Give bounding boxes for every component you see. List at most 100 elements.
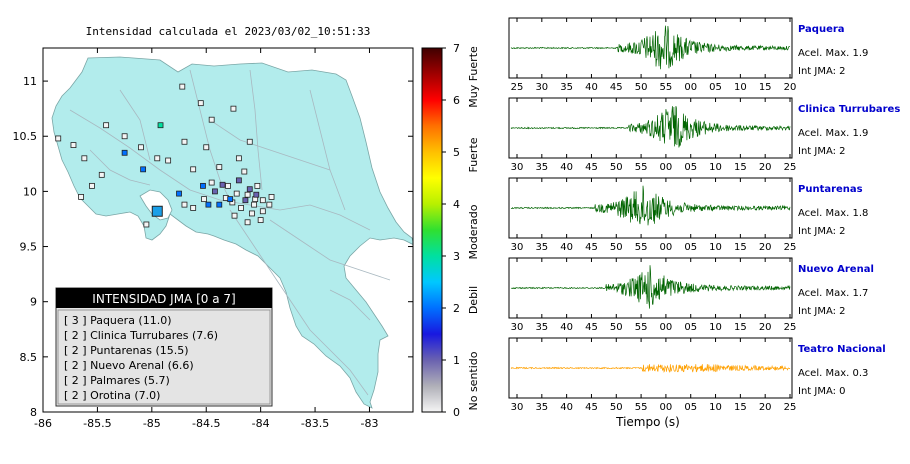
station-marker: [103, 122, 110, 129]
trace-tick-label: 10: [709, 242, 722, 253]
station-marker: [227, 196, 234, 203]
trace-tick-label: 00: [660, 162, 673, 173]
legend-entry: [ 2 ] Puntarenas (15.5): [64, 344, 189, 357]
trace-tick-label: 25: [784, 322, 797, 333]
trace-waveform: [510, 265, 791, 309]
station-marker: [181, 138, 188, 145]
station-jma: Int JMA: 2: [798, 226, 846, 237]
trace-tick-label: 50: [610, 162, 623, 173]
legend-header: INTENSIDAD JMA [0 a 7]: [92, 292, 235, 306]
trace-tick-label: 05: [684, 402, 697, 413]
station-marker: [254, 182, 261, 189]
station-marker: [165, 157, 172, 164]
x-tick-label: -86: [34, 417, 52, 430]
station-marker: [179, 83, 186, 90]
station-marker: [238, 205, 244, 211]
trace-tick-label: 25: [784, 162, 797, 173]
trace-tick-label: 00: [660, 322, 673, 333]
colorbar-ticks: 0 1 2 3 4 5 6 7: [442, 42, 460, 419]
time-axis-label: Tiempo (s): [615, 415, 680, 429]
trace-tick-label: 10: [709, 322, 722, 333]
station-jma: Int JMA: 0: [798, 386, 846, 397]
station-marker: [190, 166, 197, 173]
colorbar-tick-label: 3: [453, 250, 460, 263]
trace-tick-label: 55: [635, 402, 648, 413]
trace-tick-label: 55: [635, 162, 648, 173]
station-marker: [259, 197, 266, 204]
station-marker: [98, 171, 105, 178]
trace-tick-label: 45: [585, 322, 598, 333]
trace-tick-label: 20: [759, 242, 772, 253]
y-tick-label: 8: [30, 406, 37, 419]
legend-entry: [ 2 ] Orotina (7.0): [64, 389, 160, 402]
trace-tick-label: 50: [635, 82, 648, 93]
station-marker: [81, 155, 88, 162]
trace-tick-label: 45: [585, 242, 598, 253]
trace-tick-label: 30: [511, 162, 524, 173]
trace-tick-label: 15: [734, 322, 747, 333]
trace-tick-label: 40: [560, 162, 573, 173]
y-tick-label: 10: [23, 185, 37, 198]
trace-tick-label: 50: [610, 242, 623, 253]
map-frame: [42, 47, 414, 413]
trace-waveform: [510, 363, 791, 374]
map-axes: -86 -85.5 -85 -84.5 -84 -83.5 -83 8 8.5 9 9.5 10 10.…: [13, 48, 413, 430]
legend-entry: [ 2 ] Clinica Turrubares (7.6): [64, 329, 218, 342]
trace-tick-label: 40: [560, 322, 573, 333]
station-marker: [231, 212, 238, 219]
trace-tick-label: 35: [535, 242, 548, 253]
y-tick-label: 9.5: [20, 241, 38, 254]
trace-tick-label: 10: [734, 82, 747, 93]
x-tick-label: -84.5: [192, 417, 220, 430]
trace-waveform: [510, 185, 791, 226]
trace-waveform: [510, 106, 791, 148]
station-markers: [55, 83, 275, 228]
seismogram-panels: 25 30 35 40 45 50 55 00 05 10 15 20 Paquera Acel. Max…: [508, 17, 900, 413]
x-tick-label: -83: [360, 417, 378, 430]
trace-tick-label: 15: [734, 162, 747, 173]
trace-tick-label: 10: [709, 162, 722, 173]
colorbar-tick-label: 4: [453, 198, 460, 211]
station-marker: [70, 142, 77, 148]
station-marker: [176, 190, 182, 197]
trace-tick-label: 35: [535, 402, 548, 413]
map-content: [51, 56, 413, 409]
trace-tick-label: 50: [610, 402, 623, 413]
x-tick-label: -85: [143, 417, 161, 430]
station-marker: [216, 201, 223, 208]
station-marker: [219, 181, 226, 188]
station-marker: [208, 179, 215, 186]
trace-tick-label: 45: [585, 402, 598, 413]
trace-tick-label: 35: [535, 322, 548, 333]
station-marker: [268, 194, 275, 200]
y-tick-label: 8.5: [20, 351, 38, 364]
station-marker: [55, 135, 62, 142]
trace-tick-label: 15: [734, 242, 747, 253]
trace-tick-label: 20: [759, 322, 772, 333]
trace-tick-label: 05: [684, 162, 697, 173]
colorbar-ramp: [421, 47, 443, 413]
station-marker: [216, 164, 223, 171]
trace-tick-label: 30: [511, 402, 524, 413]
station-marker: [203, 144, 210, 151]
colorbar-tick-label: 2: [453, 302, 460, 315]
station-jma: Int JMA: 2: [798, 146, 846, 157]
station-jma: Int JMA: 2: [798, 66, 846, 77]
station-marker: [143, 221, 150, 228]
station-name: Paquera: [798, 24, 845, 35]
station-marker: [235, 177, 242, 184]
trace-tick-label: 05: [709, 82, 722, 93]
station-accel: Acel. Max. 1.9: [798, 128, 868, 139]
station-marker: [205, 201, 212, 208]
station-accel: Acel. Max. 1.7: [798, 288, 868, 299]
station-marker: [233, 190, 240, 197]
trace-tick-label: 30: [535, 82, 548, 93]
station-marker: [259, 208, 266, 215]
station-marker: [242, 197, 249, 204]
station-name: Puntarenas: [798, 184, 863, 195]
station-marker: [208, 116, 215, 123]
station-jma: Int JMA: 2: [798, 306, 846, 317]
trace-tick-label: 20: [759, 162, 772, 173]
trace-tick-label: 00: [660, 402, 673, 413]
